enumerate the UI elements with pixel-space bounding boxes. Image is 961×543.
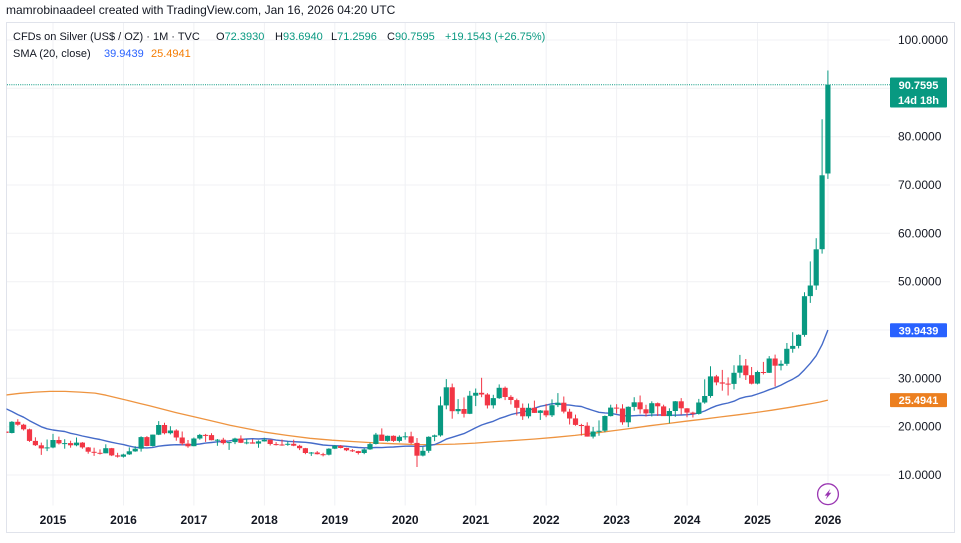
- svg-text:30.0000: 30.0000: [898, 371, 942, 385]
- svg-text:2016: 2016: [110, 513, 137, 527]
- svg-text:C90.7595: C90.7595: [387, 31, 435, 43]
- svg-text:25.4941: 25.4941: [151, 48, 191, 60]
- svg-text:60.0000: 60.0000: [898, 226, 942, 240]
- svg-text:14d 18h: 14d 18h: [898, 95, 939, 107]
- svg-text:L71.2596: L71.2596: [331, 31, 377, 43]
- svg-text:2017: 2017: [181, 513, 208, 527]
- svg-text:2025: 2025: [744, 513, 771, 527]
- svg-text:CFDs on Silver (US$ / OZ) · 1M: CFDs on Silver (US$ / OZ) · 1M · TVC: [13, 31, 200, 43]
- svg-text:SMA (20, close): SMA (20, close): [13, 48, 91, 60]
- svg-text:100.0000: 100.0000: [898, 33, 948, 47]
- svg-text:2018: 2018: [251, 513, 278, 527]
- svg-text:39.9439: 39.9439: [104, 48, 144, 60]
- svg-text:2019: 2019: [321, 513, 348, 527]
- svg-text:2024: 2024: [674, 513, 701, 527]
- svg-text:2021: 2021: [462, 513, 489, 527]
- svg-text:70.0000: 70.0000: [898, 178, 942, 192]
- svg-text:H93.6940: H93.6940: [275, 31, 323, 43]
- svg-text:2023: 2023: [603, 513, 630, 527]
- svg-text:2015: 2015: [40, 513, 67, 527]
- svg-text:90.7595: 90.7595: [899, 80, 939, 92]
- svg-text:25.4941: 25.4941: [899, 395, 939, 407]
- svg-text:50.0000: 50.0000: [898, 275, 942, 289]
- svg-text:O72.3930: O72.3930: [216, 31, 264, 43]
- svg-text:80.0000: 80.0000: [898, 130, 942, 144]
- svg-text:2026: 2026: [815, 513, 842, 527]
- svg-text:2022: 2022: [533, 513, 560, 527]
- svg-text:10.0000: 10.0000: [898, 468, 942, 482]
- svg-text:39.9439: 39.9439: [899, 325, 939, 337]
- svg-text:+19.1543 (+26.75%): +19.1543 (+26.75%): [445, 31, 545, 43]
- svg-text:20.0000: 20.0000: [898, 420, 942, 434]
- svg-text:2020: 2020: [392, 513, 419, 527]
